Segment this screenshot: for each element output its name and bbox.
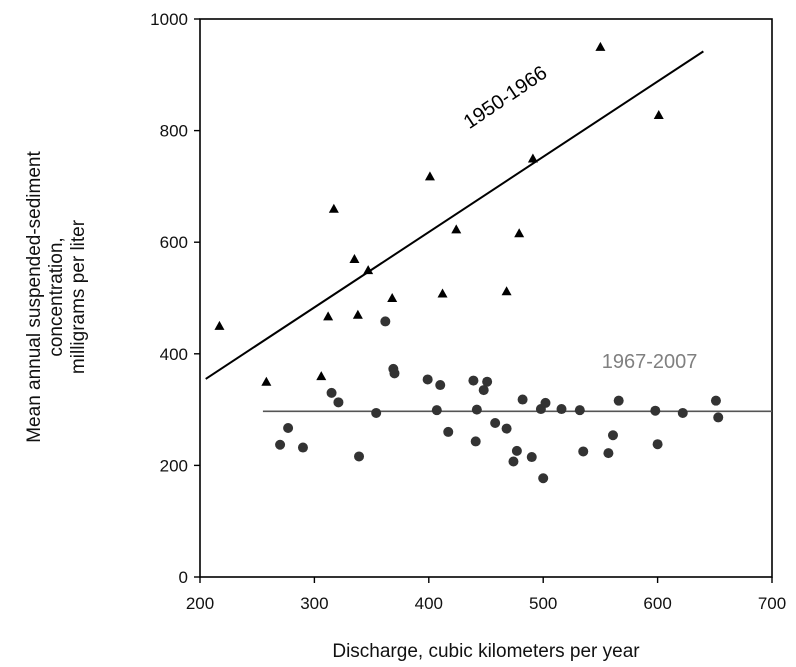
circle-point xyxy=(468,375,479,386)
triangle-point xyxy=(323,311,334,321)
plot-frame xyxy=(199,18,773,578)
x-axis-title: Discharge, cubic kilometers per year xyxy=(332,641,640,662)
triangle-point xyxy=(387,293,398,302)
triangle-point xyxy=(261,376,272,386)
y-axis-title-line: Mean annual suspended-sediment xyxy=(24,151,45,443)
triangle-point xyxy=(352,309,363,319)
circle-point xyxy=(435,380,446,391)
series-annotation: 1950-1966 xyxy=(460,62,552,134)
circle-point xyxy=(478,385,489,396)
triangle-point xyxy=(424,171,435,181)
x-tick-label: 700 xyxy=(758,594,786,613)
triangle-point xyxy=(316,371,327,381)
triangle-point xyxy=(451,224,462,234)
circle-point xyxy=(517,394,528,405)
circle-point xyxy=(275,439,286,450)
y-tick-label: 1000 xyxy=(150,10,188,29)
circle-point xyxy=(607,430,618,441)
circle-point xyxy=(431,405,442,416)
y-axis-title: Mean annual suspended-sedimentconcentrat… xyxy=(24,151,89,443)
circle-point xyxy=(389,368,400,379)
x-tick-label: 200 xyxy=(186,594,214,613)
y-axis-title-line: concentration, xyxy=(46,237,67,356)
circle-point xyxy=(710,395,721,406)
triangle-point xyxy=(349,253,360,263)
circle-point xyxy=(470,436,481,447)
circle-point xyxy=(652,439,663,450)
series-annotation: 1967-2007 xyxy=(602,351,698,373)
circle-point xyxy=(326,387,337,398)
circle-point xyxy=(526,452,537,463)
circle-point xyxy=(574,405,585,416)
circle-point xyxy=(650,405,661,416)
circle-point xyxy=(490,417,501,428)
y-tick-label: 600 xyxy=(160,233,188,252)
circle-point xyxy=(333,397,344,408)
triangle-point xyxy=(363,265,374,275)
circle-point xyxy=(371,407,382,418)
x-tick-label: 600 xyxy=(643,594,671,613)
x-axis: 200 300 400 500 600 700 xyxy=(186,577,786,613)
triangle-point xyxy=(501,286,512,296)
circle-point xyxy=(511,445,522,456)
triangle-point xyxy=(653,109,664,119)
circle-point xyxy=(422,374,433,385)
plot-area-border xyxy=(199,18,773,578)
y-tick-label: 800 xyxy=(160,122,188,141)
circle-point xyxy=(677,407,688,418)
trend-line xyxy=(205,50,704,380)
y-tick-label: 200 xyxy=(160,456,188,475)
triangle-point xyxy=(514,228,525,238)
triangle-point xyxy=(214,320,225,330)
series-annotations: 1950-1966 1967-2007 xyxy=(460,62,698,373)
x-tick-label: 300 xyxy=(300,594,328,613)
circle-point xyxy=(482,376,493,387)
circle-point xyxy=(556,404,567,415)
y-axis: 0 200 400 600 800 1000 xyxy=(150,10,200,587)
y-tick-label: 0 xyxy=(179,568,188,587)
circle-point xyxy=(297,442,308,453)
circle-point xyxy=(354,451,365,462)
circle-point xyxy=(540,397,551,408)
circle-point xyxy=(613,395,624,406)
circle-point xyxy=(603,448,614,459)
x-tick-label: 500 xyxy=(529,594,557,613)
triangle-point xyxy=(328,203,339,213)
circle-point xyxy=(283,423,294,434)
y-tick-label: 400 xyxy=(160,345,188,364)
data-points xyxy=(214,41,724,484)
triangle-point xyxy=(595,41,606,51)
circle-point xyxy=(538,473,549,484)
triangle-point xyxy=(527,153,538,163)
y-axis-title-line: milligrams per liter xyxy=(68,219,89,374)
circle-point xyxy=(443,426,454,437)
circle-point xyxy=(471,404,482,415)
circle-point xyxy=(713,412,724,423)
x-tick-label: 400 xyxy=(415,594,443,613)
circle-point xyxy=(578,446,589,457)
triangle-point xyxy=(437,288,448,298)
circle-point xyxy=(508,456,519,467)
circle-point xyxy=(380,316,391,327)
circle-point xyxy=(501,423,512,434)
